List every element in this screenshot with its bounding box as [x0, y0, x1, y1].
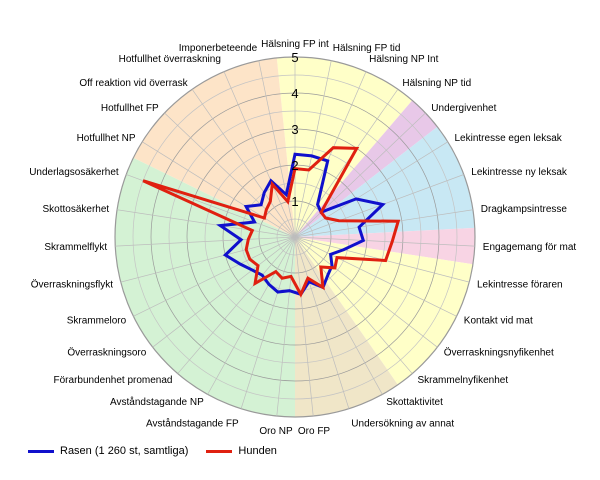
category-label-5: Lekintresse egen leksak — [455, 133, 563, 144]
category-label-23: Skrammelflykt — [44, 242, 107, 253]
grid-spoke-5 — [294, 141, 448, 238]
tick-label-2: 2 — [291, 158, 298, 173]
category-label-24: Skottosäkerhet — [42, 204, 109, 215]
grid-spoke-8 — [294, 236, 475, 247]
legend-label-hunden: Hunden — [238, 445, 277, 457]
sector-band-7 — [133, 57, 295, 237]
legend-swatch-rasen — [28, 449, 54, 453]
series-line-rasen — [216, 152, 386, 297]
category-label-9: Lekintresse föraren — [477, 280, 563, 291]
category-label-2: Hälsning NP Int — [369, 54, 439, 65]
grid-spoke-1 — [294, 60, 332, 238]
category-label-30: Imponerbeteende — [179, 43, 258, 54]
category-label-14: Undersökning av annat — [351, 418, 454, 429]
category-label-3: Hälsning NP tid — [402, 78, 471, 89]
radial-tick-labels: 1 2 3 4 5 — [291, 50, 298, 209]
grid-spoke-18 — [207, 236, 296, 395]
category-label-13: Skottaktivitet — [386, 397, 443, 408]
category-label-20: Överraskningsoro — [67, 347, 146, 359]
legend: Rasen (1 260 st, samtliga) Hunden — [28, 445, 277, 457]
sector-band-5 — [295, 237, 398, 417]
category-label-28: Off reaktion vid överrask — [79, 78, 188, 89]
legend-item-rasen: Rasen (1 260 st, samtliga) — [28, 445, 188, 457]
grid-spoke-22 — [120, 236, 296, 283]
series-line-hunden — [142, 146, 401, 298]
tick-label-5: 5 — [291, 50, 298, 65]
category-label-10: Kontakt vid mat — [464, 315, 533, 326]
grid-spoke-24 — [117, 209, 296, 238]
category-label-18: Avståndstagande NP — [110, 396, 204, 408]
category-label-7: Dragkampsintresse — [481, 204, 568, 215]
grid-spoke-19 — [177, 236, 296, 374]
category-label-22: Överraskningsflykt — [31, 279, 113, 291]
category-label-25: Underlagsosäkerhet — [29, 167, 119, 178]
legend-item-hunden: Hunden — [206, 445, 277, 457]
category-label-0: Hälsning FP int — [261, 39, 329, 50]
grid-spoke-7 — [294, 209, 473, 238]
grid-spoke-13 — [294, 236, 383, 395]
grid-spoke-2 — [294, 71, 367, 238]
grid-spoke-11 — [294, 236, 438, 348]
category-label-12: Skrammelnyfikenhet — [418, 375, 509, 386]
grid-spoke-27 — [164, 112, 296, 238]
tick-label-4: 4 — [291, 86, 298, 101]
category-label-17: Avståndstagande FP — [146, 417, 239, 429]
category-label-27: Hotfullhet FP — [101, 103, 159, 114]
grid-spoke-14 — [294, 236, 350, 409]
category-label-21: Skrammeloro — [67, 315, 127, 326]
grid — [114, 56, 476, 418]
category-label-8: Engagemang för mat — [483, 242, 577, 253]
grid-spoke-4 — [294, 112, 426, 238]
grid-spoke-12 — [294, 236, 413, 374]
category-label-15: Oro FP — [298, 426, 331, 437]
legend-swatch-hunden — [206, 449, 233, 453]
grid-spoke-20 — [152, 236, 296, 348]
tick-label-3: 3 — [291, 122, 298, 137]
grid-spoke-28 — [191, 89, 296, 238]
legend-label-rasen: Rasen (1 260 st, samtliga) — [60, 445, 189, 457]
category-label-11: Överraskningsnyfikenhet — [444, 347, 554, 359]
grid-spoke-16 — [276, 236, 296, 417]
grid-spoke-26 — [142, 141, 296, 238]
sector-band-2 — [295, 126, 475, 237]
grid-spoke-3 — [294, 89, 399, 238]
grid-spoke-17 — [240, 236, 296, 409]
grid-spoke-29 — [223, 71, 296, 238]
sector-band-4 — [295, 237, 473, 385]
category-label-1: Hälsning FP tid — [333, 43, 401, 54]
series-lines — [142, 146, 401, 298]
grid-spoke-10 — [294, 236, 457, 317]
grid-spoke-15 — [294, 236, 314, 417]
category-label-26: Hotfullhet NP — [77, 133, 136, 144]
sector-band-3 — [295, 227, 475, 265]
tick-label-1: 1 — [291, 194, 298, 209]
grid-spoke-21 — [133, 236, 296, 317]
grid-spoke-30 — [258, 60, 296, 238]
grid-spoke-23 — [115, 236, 296, 247]
category-label-19: Förarbundenhet promenad — [54, 375, 173, 386]
category-label-4: Undergivenhet — [431, 103, 496, 114]
category-label-6: Lekintresse ny leksak — [471, 167, 568, 178]
category-label-29: Hotfullhet överraskning — [119, 54, 221, 65]
category-label-16: Oro NP — [259, 426, 293, 437]
